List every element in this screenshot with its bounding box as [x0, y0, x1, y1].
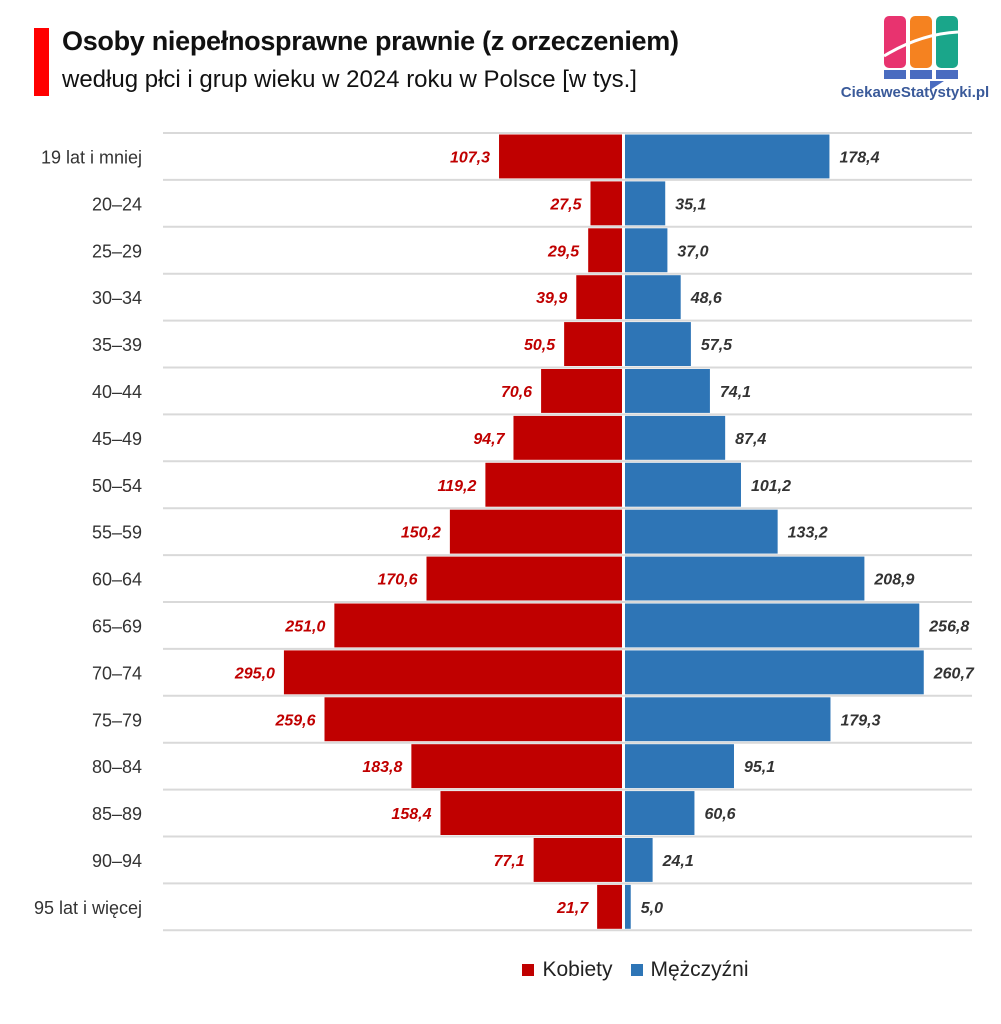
logo-icon [883, 16, 959, 90]
legend: Kobiety Mężczyźni [0, 958, 1001, 982]
bar-men [625, 228, 668, 273]
bar-women [513, 415, 622, 460]
bar-women [440, 791, 622, 835]
bar-men [625, 556, 865, 601]
bar-women [485, 462, 622, 507]
bar-women [576, 275, 622, 320]
bar-men [625, 415, 726, 460]
category-label: 30–34 [92, 288, 142, 308]
bar-men [625, 697, 831, 742]
data-label-men: 48,6 [690, 290, 722, 307]
data-label-women: 158,4 [391, 806, 431, 823]
data-label-men: 133,2 [788, 525, 828, 542]
bar-men [625, 650, 924, 695]
bar-women [588, 228, 622, 273]
chart-subtitle: według płci i grup wieku w 2024 roku w P… [62, 66, 637, 93]
data-label-women: 94,7 [473, 431, 505, 448]
data-label-men: 37,0 [677, 243, 708, 260]
data-label-men: 208,9 [873, 572, 914, 589]
bar-women [334, 603, 622, 648]
bar-men [625, 509, 778, 554]
category-label: 80–84 [92, 757, 142, 777]
bar-women [411, 744, 622, 789]
category-label: 35–39 [92, 335, 142, 355]
data-label-women: 77,1 [494, 853, 525, 870]
data-label-men: 5,0 [641, 900, 663, 917]
legend-item-women: Kobiety [522, 958, 613, 982]
category-label: 70–74 [92, 663, 142, 683]
bar-men [625, 181, 666, 226]
title-accent-bar [34, 28, 49, 96]
data-label-men: 179,3 [840, 712, 880, 729]
data-label-men: 57,5 [701, 337, 733, 354]
data-label-men: 95,1 [744, 759, 775, 776]
data-label-women: 170,6 [377, 572, 417, 589]
data-label-women: 119,2 [438, 478, 477, 495]
bar-men [625, 744, 734, 789]
data-label-men: 74,1 [720, 384, 751, 401]
bar-women [283, 650, 622, 695]
bar-women [426, 556, 622, 601]
legend-item-men: Mężczyźni [630, 958, 749, 982]
bar-men [625, 134, 830, 179]
bar-women [324, 697, 622, 742]
category-label: 90–94 [92, 851, 142, 871]
category-label: 85–89 [92, 804, 142, 824]
category-label: 50–54 [92, 476, 142, 496]
data-label-men: 35,1 [675, 196, 706, 213]
bar-men [625, 838, 653, 882]
category-label: 60–64 [92, 570, 142, 590]
bar-women [597, 884, 622, 929]
bar-women [564, 322, 622, 366]
data-label-women: 259,6 [274, 712, 315, 729]
legend-label-men: Mężczyźni [650, 958, 749, 981]
legend-label-women: Kobiety [542, 958, 613, 981]
data-label-women: 251,0 [284, 618, 325, 635]
data-label-women: 21,7 [556, 900, 589, 917]
data-label-women: 29,5 [547, 243, 580, 260]
bar-women [449, 509, 622, 554]
bar-men [625, 369, 710, 413]
category-label: 95 lat i więcej [34, 898, 142, 918]
data-label-men: 178,4 [839, 149, 879, 166]
bar-men [625, 603, 920, 648]
bar-men [625, 275, 681, 320]
chart-title: Osoby niepełnosprawne prawnie (z orzecze… [62, 26, 679, 56]
data-label-women: 183,8 [362, 759, 402, 776]
bar-women [533, 838, 622, 882]
bar-men [625, 884, 631, 929]
category-label: 55–59 [92, 523, 142, 543]
category-label: 45–49 [92, 429, 142, 449]
category-label: 20–24 [92, 194, 142, 214]
legend-swatch-men [630, 964, 643, 976]
data-label-women: 70,6 [501, 384, 532, 401]
data-label-women: 295,0 [234, 665, 275, 682]
data-label-men: 256,8 [928, 618, 969, 635]
bar-women [541, 369, 622, 413]
data-label-women: 107,3 [450, 149, 490, 166]
logo-text: CiekaweStatystyki.pl [840, 84, 990, 101]
data-label-women: 39,9 [536, 290, 567, 307]
legend-swatch-women [522, 964, 535, 976]
bar-men [625, 462, 741, 507]
category-label: 40–44 [92, 382, 142, 402]
data-label-women: 27,5 [549, 196, 582, 213]
category-label: 25–29 [92, 241, 142, 261]
category-label: 65–69 [92, 616, 142, 636]
data-label-men: 24,1 [662, 853, 694, 870]
bar-men [625, 322, 691, 366]
data-label-men: 87,4 [735, 431, 766, 448]
bar-women [499, 134, 622, 179]
category-label: 19 lat i mniej [41, 147, 142, 167]
data-label-men: 60,6 [704, 806, 735, 823]
category-label: 75–79 [92, 710, 142, 730]
bar-men [625, 791, 695, 835]
data-label-women: 50,5 [524, 337, 556, 354]
data-label-men: 101,2 [751, 478, 791, 495]
data-label-men: 260,7 [933, 665, 975, 682]
data-label-women: 150,2 [401, 525, 441, 542]
bar-women [590, 181, 622, 226]
